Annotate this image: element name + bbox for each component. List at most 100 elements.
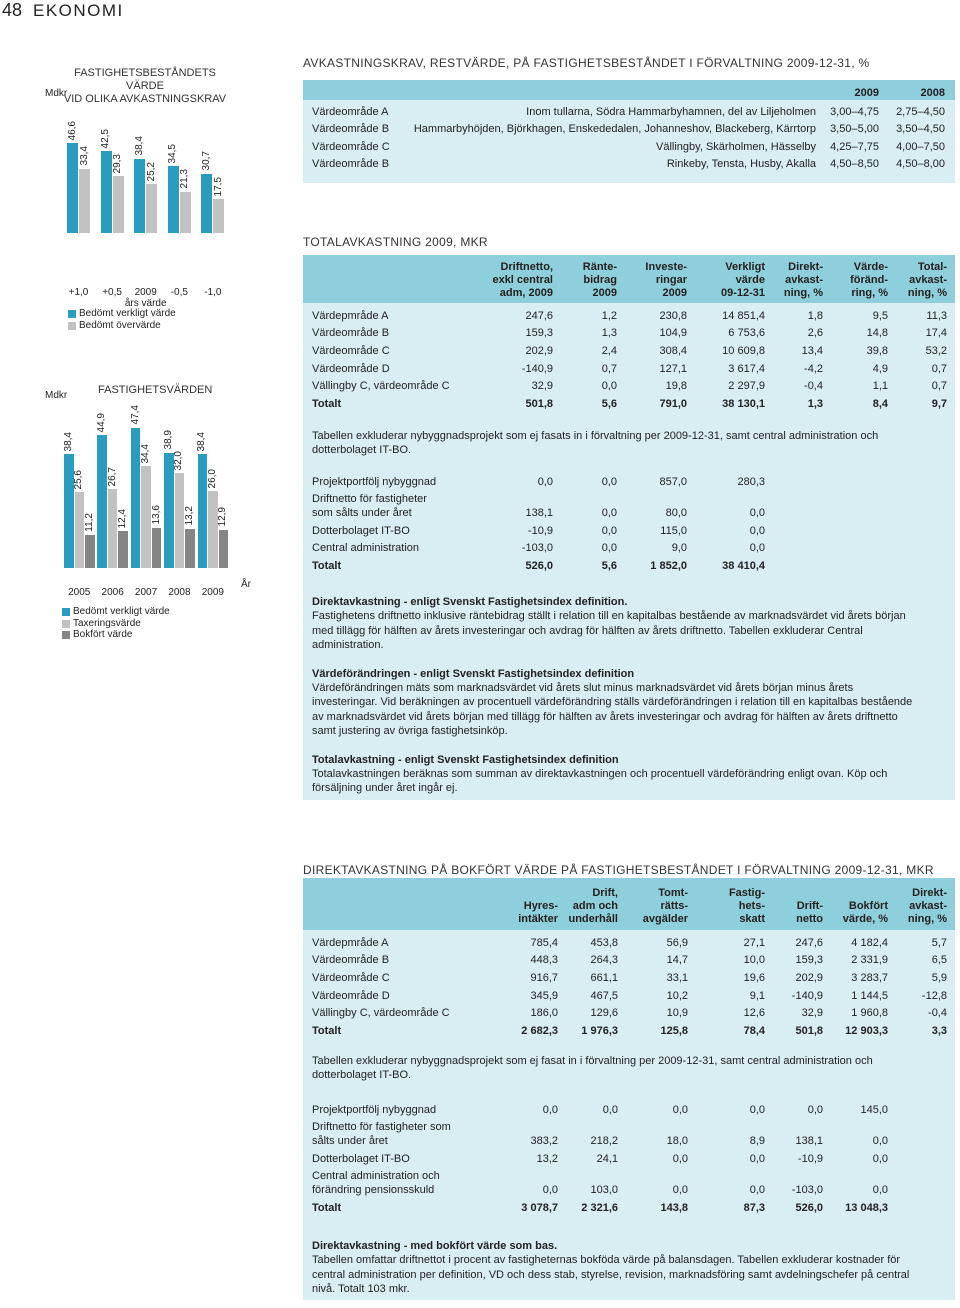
table-body: 2009 2008	[312, 80, 945, 100]
header-band	[303, 80, 955, 100]
cell: 2,4	[601, 345, 617, 358]
cell: 0,0	[749, 1184, 765, 1196]
cell: -140,9	[791, 989, 823, 1002]
cell: 39,8	[866, 345, 888, 358]
empty-cell	[823, 489, 888, 521]
cell: -12,8	[921, 989, 947, 1002]
empty-cell	[765, 489, 823, 521]
table-header: Hyres-intäkter Drift, adm och underhåll Tomt…	[312, 883, 947, 926]
table-title: TOTALAVKASTNING 2009, MKR	[303, 235, 488, 249]
definition-text: Tabellen omfattar driftnettot i procent …	[312, 1254, 910, 1296]
cell: 0,7	[931, 380, 947, 393]
column-header: Direkt-avkast-ning, %	[888, 883, 947, 926]
value-label: 38,4	[62, 431, 74, 452]
cell: -10,9	[527, 524, 553, 537]
table-row: Totalt 3 078,7 2 321,6 143,8 87,3 526,0 13 048…	[312, 1197, 947, 1215]
definition-heading: Direktavkastning - med bokfört värde som…	[312, 1240, 558, 1252]
cell: 1,3	[807, 398, 823, 411]
cell: 0,0	[872, 1152, 888, 1165]
x-axis-label: År	[241, 579, 251, 590]
column-header: Investe-ringar 2009	[617, 258, 687, 300]
cell: Hammarbyhöjden, Björkhagen, Enskededalen…	[413, 123, 816, 135]
cell: 785,4	[530, 936, 558, 949]
definitions: Direktavkastning - med bokfört värde som…	[312, 1239, 932, 1308]
column-header: Fastig-hets-skatt	[688, 883, 765, 926]
empty-cell	[400, 80, 816, 100]
legend-swatch	[62, 619, 70, 628]
cell: 8,4	[872, 398, 888, 411]
cell: 0,0	[749, 507, 765, 519]
cell: 0,0	[749, 524, 765, 537]
table-note: Tabellen exkluderar nybyggnadsprojekt so…	[312, 1055, 873, 1082]
value-label: 42,5	[100, 128, 112, 148]
legend-label: Taxeringsvärde	[73, 617, 141, 629]
cell: 5,9	[931, 972, 947, 985]
row-label: Värdepmråde A	[312, 309, 389, 322]
cell: 3 078,7	[521, 1201, 558, 1214]
cell: 6,5	[931, 954, 947, 967]
column-header-line: intäkter	[518, 913, 558, 925]
value-label: 26,7	[106, 466, 118, 486]
cell: 0,0	[672, 1152, 688, 1165]
cell: 247,6	[795, 936, 823, 949]
bar	[141, 466, 151, 568]
empty-cell	[823, 538, 888, 556]
data-table: Värdepmråde A 247,6 1,2 230,8 14 851,4 1,8 9,5…	[312, 305, 947, 411]
row-label-line: som sålts under året	[312, 507, 412, 519]
bar	[100, 150, 112, 233]
empty-cell	[312, 883, 492, 926]
cell: 0,0	[542, 1103, 558, 1116]
table-row: Vällingby C, värdeområde C 32,9 0,0 19,8 2 2…	[312, 376, 947, 394]
column-header: Ränte-bidrag 2009	[553, 258, 617, 300]
column-header-line: 09-12-31	[720, 287, 765, 299]
table-body: Hyres-intäkter Drift, adm och underhåll Tomt…	[312, 883, 947, 926]
table-row: Totalt 501,8 5,6 791,0 38 130,1 1,3 8,4 9,7	[312, 393, 947, 411]
cell: 1,3	[601, 327, 617, 340]
cell: 56,9	[666, 936, 688, 949]
cell: -10,9	[797, 1152, 823, 1165]
cell: 12 903,3	[845, 1025, 888, 1038]
value-label: 47,4	[129, 405, 141, 425]
cell: 0,0	[537, 475, 553, 488]
cell: 3,50–4,50	[896, 123, 945, 135]
definition-heading: Värdeförändringen - enligt Svenskt Fasti…	[312, 667, 635, 680]
cell: 661,1	[590, 972, 618, 985]
cell: 5,7	[931, 936, 947, 949]
definition-text: Värdeförändringen mäts som marknadsvärde…	[312, 682, 913, 738]
bar	[79, 168, 90, 233]
chart-title: FASTIGHETSBESTÅNDETS VÄRDE VID OLIKA AVKA…	[60, 67, 230, 106]
value-label: 12,4	[117, 508, 129, 529]
table-row: Värdeområde B Hammarbyhöjden, Björkhagen,…	[312, 119, 945, 137]
cell: 3,00–4,75	[830, 105, 879, 118]
column-header-line: Bokfört	[848, 900, 888, 912]
cell: 280,3	[737, 475, 765, 488]
cell: 857,0	[659, 475, 687, 488]
column-header-line: netto	[796, 913, 823, 925]
table-row: Projektportfölj nybyggnad 0,0 0,0 0,0 0,0 0,0…	[312, 1099, 947, 1117]
cell: 13,2	[536, 1152, 558, 1165]
column-header-line: ringar	[655, 274, 687, 286]
row-label: Värdeområde B	[312, 158, 390, 170]
cell: -0,4	[928, 1007, 947, 1020]
cell: 0,0	[672, 1103, 688, 1116]
table-background	[303, 255, 955, 800]
column-header: Direkt-avkast-ning, %	[765, 258, 823, 300]
column-header: Drift, adm och underhåll	[558, 883, 618, 926]
column-header: Drift-netto	[765, 883, 823, 926]
value-label: 21,3	[179, 169, 191, 189]
cell: 1,1	[872, 380, 888, 393]
cell: 0,7	[601, 362, 617, 375]
value-label: 44,9	[96, 412, 108, 433]
category-label: 2006	[101, 587, 124, 598]
column-header-line: Hyres-	[523, 900, 558, 912]
cell: 218,2	[590, 1135, 618, 1147]
definition-heading: Direktavkastning - enligt Svenskt Fastig…	[312, 596, 628, 608]
table-row: Värdeområde B Rinkeby, Tensta, Husby, Aka…	[312, 154, 945, 172]
cell: 501,8	[525, 398, 553, 411]
cell: 9,5	[872, 309, 888, 322]
row-label-line: Driftnetto för fastigheter	[312, 493, 427, 505]
empty-cell	[888, 1117, 947, 1149]
column-header-line: 2009	[592, 287, 617, 299]
value-label: 29,3	[112, 153, 124, 174]
cell: 0,0	[872, 1184, 888, 1196]
